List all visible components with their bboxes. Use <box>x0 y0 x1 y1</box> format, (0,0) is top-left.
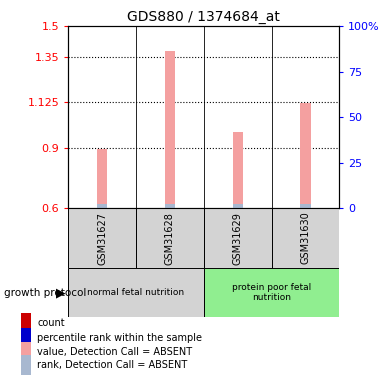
Text: ▶: ▶ <box>56 286 65 299</box>
Bar <box>232 204 243 208</box>
Title: GDS880 / 1374684_at: GDS880 / 1374684_at <box>128 10 280 24</box>
Bar <box>21 355 31 375</box>
Text: GSM31627: GSM31627 <box>97 211 107 265</box>
Text: count: count <box>37 318 65 328</box>
Bar <box>68 268 204 317</box>
Text: normal fetal nutrition: normal fetal nutrition <box>87 288 184 297</box>
Bar <box>97 204 107 208</box>
Bar <box>232 132 243 208</box>
Text: growth protocol: growth protocol <box>4 288 86 297</box>
Bar <box>21 313 31 333</box>
Bar <box>21 328 31 348</box>
Bar <box>271 208 339 268</box>
Bar <box>300 103 310 208</box>
Text: rank, Detection Call = ABSENT: rank, Detection Call = ABSENT <box>37 360 187 370</box>
Bar <box>165 204 175 208</box>
Bar <box>204 208 271 268</box>
Bar <box>68 208 136 268</box>
Bar <box>136 208 204 268</box>
Bar <box>165 51 175 208</box>
Bar <box>21 342 31 362</box>
Bar <box>204 268 339 317</box>
Text: value, Detection Call = ABSENT: value, Detection Call = ABSENT <box>37 347 192 357</box>
Text: protein poor fetal
nutrition: protein poor fetal nutrition <box>232 283 311 302</box>
Text: GSM31629: GSM31629 <box>233 211 243 265</box>
Text: percentile rank within the sample: percentile rank within the sample <box>37 333 202 343</box>
Bar <box>300 204 310 208</box>
Text: GSM31630: GSM31630 <box>300 212 310 264</box>
Bar <box>97 148 107 208</box>
Text: GSM31628: GSM31628 <box>165 211 175 265</box>
